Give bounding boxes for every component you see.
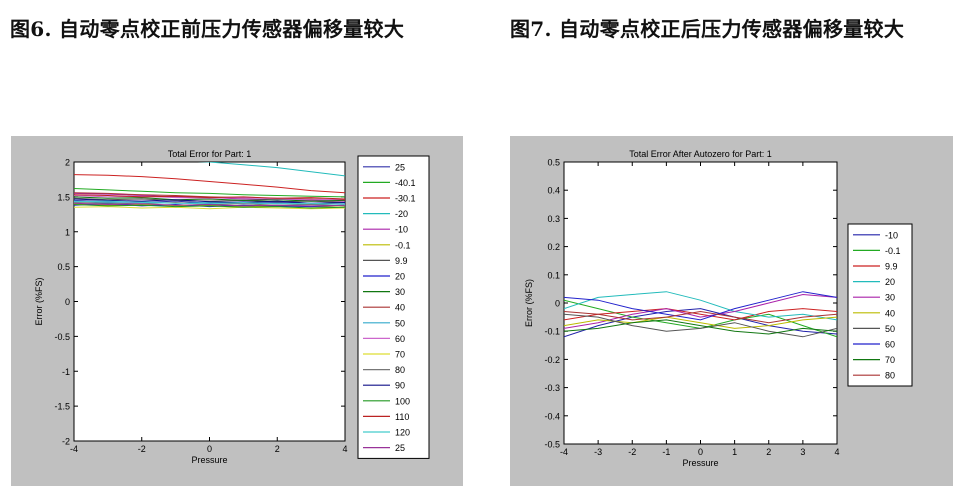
right-plot-area (563, 161, 838, 445)
right-y-tick-label: 0.5 (547, 158, 560, 168)
left-series-line-14 (74, 198, 345, 204)
right-legend-label: 9.9 (885, 262, 898, 272)
figure-caption-left: 图6. 自动零点校正前压力传感器偏移量较大 (10, 17, 405, 41)
left-y-tick-label: 1.5 (57, 192, 70, 202)
left-series-line-12 (74, 206, 345, 210)
left-x-axis-label: Pressure (191, 455, 227, 465)
left-x-tick-label: 2 (275, 444, 280, 454)
chart-right: Total Error After Autozero for Part: 1 -0… (524, 149, 913, 468)
right-x-tick-label: -2 (628, 447, 636, 457)
right-legend-label: 20 (885, 277, 895, 287)
left-y-tick-label: 2 (65, 158, 70, 168)
left-x-tick-label: 4 (342, 444, 347, 454)
right-legend-label: 80 (885, 371, 895, 381)
right-legend-label: 50 (885, 324, 895, 334)
left-legend-label: 25 (395, 443, 405, 453)
right-series-line-7 (564, 291, 837, 321)
right-series-line-8 (564, 319, 837, 335)
right-chart-title: Total Error After Autozero for Part: 1 (629, 149, 772, 159)
left-y-tick-label: -0.5 (54, 332, 70, 342)
right-y-tick-label: -0.1 (544, 327, 560, 337)
left-legend-label: -30.1 (395, 194, 416, 204)
right-x-tick-label: 0 (698, 447, 703, 457)
left-legend-label: 90 (395, 381, 405, 391)
left-x-tick-label: -2 (138, 444, 146, 454)
left-legend-label: 100 (395, 396, 410, 406)
left-legend-label: -40.1 (395, 178, 416, 188)
right-y-tick-label: -0.2 (544, 355, 560, 365)
right-y-tick-label: -0.3 (544, 383, 560, 393)
left-y-tick-label: -2 (62, 437, 70, 447)
right-series-line-0 (564, 308, 837, 338)
left-series-line-2 (74, 174, 345, 194)
right-y-tick-label: -0.5 (544, 440, 560, 450)
left-x-tick-label: 0 (207, 444, 212, 454)
left-series-line-1 (74, 188, 345, 198)
right-y-tick-label: 0.4 (547, 186, 560, 196)
right-y-tick-label: 0.3 (547, 214, 560, 224)
left-y-axis-label: Error (%FS) (34, 278, 44, 326)
right-x-tick-label: 3 (800, 447, 805, 457)
right-legend-label: 30 (885, 293, 895, 303)
left-legend-label: 30 (395, 287, 405, 297)
left-legend-label: 50 (395, 318, 405, 328)
left-legend-label: 9.9 (395, 256, 408, 266)
left-y-tick-label: -1 (62, 367, 70, 377)
right-legend-label: -10 (885, 230, 898, 240)
right-y-tick-label: 0.1 (547, 270, 560, 280)
left-series-line-8 (74, 196, 345, 202)
right-x-tick-label: -1 (662, 447, 670, 457)
left-series-line-15 (74, 204, 345, 209)
right-y-axis-label: Error (%FS) (524, 279, 534, 327)
left-legend-label: 120 (395, 428, 410, 438)
left-series-line-11 (74, 195, 345, 201)
right-legend-label: -0.1 (885, 246, 901, 256)
right-y-tick-label: 0 (555, 299, 560, 309)
right-series-line-3 (564, 291, 837, 321)
left-y-tick-label: 0 (65, 297, 70, 307)
left-series-line-10 (74, 200, 345, 206)
left-series-line-9 (74, 192, 345, 201)
chart-left: Total Error for Part: 1 -2 -1.5 -1 -0.5 0 0.5 1… (34, 149, 430, 465)
chart-panel-right: Total Error After Autozero for Part: 1 -0… (510, 136, 953, 486)
right-y-tick-label: -0.4 (544, 411, 560, 421)
right-series-line-9 (564, 310, 837, 324)
right-legend-label: 40 (885, 308, 895, 318)
left-legend-label: 110 (395, 412, 409, 422)
left-y-tick-label: 0.5 (57, 262, 70, 272)
right-y-tick-label: 0.2 (547, 242, 560, 252)
left-x-tick-label: -4 (70, 444, 78, 454)
right-series-line-2 (564, 308, 837, 321)
right-x-tick-label: 1 (732, 447, 737, 457)
right-x-tick-label: 4 (834, 447, 839, 457)
right-legend (847, 223, 913, 387)
right-x-tick-label: 2 (766, 447, 771, 457)
left-legend-label: 70 (395, 350, 405, 360)
left-y-tick-label: -1.5 (54, 402, 70, 412)
left-chart-title: Total Error for Part: 1 (168, 149, 252, 159)
left-legend-label: 60 (395, 334, 405, 344)
right-series-line-5 (564, 316, 837, 329)
left-series-line-17 (74, 200, 345, 205)
left-legend-label: 25 (395, 162, 405, 172)
chart-panel-left: Total Error for Part: 1 -2 -1.5 -1 -0.5 0 0.5 1… (11, 136, 463, 486)
left-series-line-3 (197, 162, 345, 177)
figure-caption-right: 图7. 自动零点校正后压力传感器偏移量较大 (510, 17, 905, 41)
left-legend-label: -10 (395, 225, 408, 235)
left-legend-label: -0.1 (395, 240, 411, 250)
right-legend-label: 60 (885, 340, 895, 350)
left-legend-label: 40 (395, 303, 405, 313)
right-x-axis-label: Pressure (682, 458, 718, 468)
right-x-tick-label: -4 (560, 447, 568, 457)
left-legend-label: 20 (395, 272, 405, 282)
left-series-line-16 (74, 194, 345, 200)
left-series-line-6 (74, 197, 345, 203)
right-x-tick-label: -3 (594, 447, 602, 457)
left-y-tick-label: 1 (65, 227, 70, 237)
left-series-line-18 (74, 202, 345, 207)
left-legend-label: 80 (395, 365, 405, 375)
right-series-line-6 (564, 313, 837, 338)
right-legend-label: 70 (885, 355, 895, 365)
left-legend-label: -20 (395, 209, 408, 219)
